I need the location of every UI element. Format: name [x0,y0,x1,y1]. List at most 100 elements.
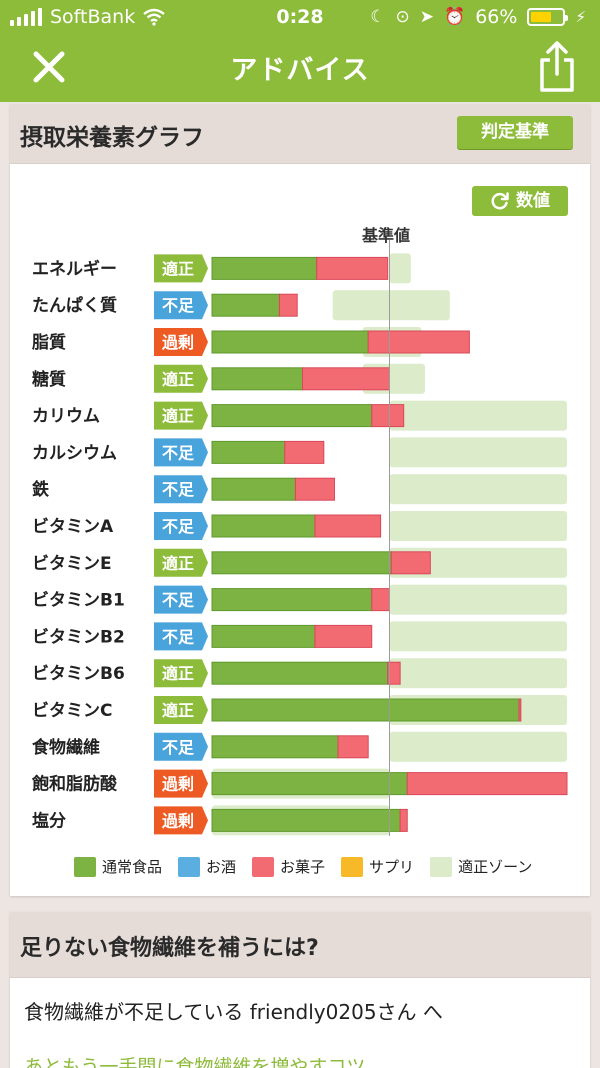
legend-item: 通常食品 [74,856,162,877]
appropriate-zone [389,621,567,652]
appropriate-zone [389,584,567,615]
judgment-label: 過剰 [161,333,194,352]
bar-segment [316,256,389,280]
legend-item: サプリ [341,856,414,877]
rotation-lock-icon: ⊙ [395,7,410,27]
nutrient-label: ビタミンB1 [32,591,125,611]
legend-label: 適正ゾーン [458,858,533,876]
judgment-badge [154,585,208,614]
judgment-badge [154,291,208,320]
bar-segment [211,477,296,501]
nutrient-label: 糖質 [32,369,66,390]
appropriate-zone [389,400,567,431]
numbers-toggle-button[interactable]: 数値 [472,186,568,216]
nutrient-label: ビタミンE [32,554,112,574]
criteria-button[interactable]: 判定基準 [457,116,573,149]
graph-card-header: 摂取栄養素グラフ 判定基準 [10,104,590,164]
judgment-badge [154,512,208,540]
nutrient-label: 鉄 [32,479,49,500]
nutrient-label: ビタミンA [32,517,114,537]
judgment-label: 適正 [162,259,194,278]
nutrient-label: ビタミンC [32,701,112,721]
legend-item: 適正ゾーン [430,856,532,877]
legend-swatch [252,856,275,877]
charging-icon: ⚡ [575,8,586,26]
appropriate-zone [389,253,411,284]
nutrient-graph-card: 摂取栄養素グラフ 判定基準 エネルギー 適正 たんぱく質 不足 脂質 過剰 糖質 適正 カリウム… [10,104,590,896]
legend-item: お菓子 [252,856,325,877]
legend-label: お菓子 [280,858,326,876]
appropriate-zone [389,731,567,762]
judgment-label: 不足 [162,517,195,536]
judgment-label: 過剰 [161,811,194,830]
alarm-icon: ⏰ [444,7,466,27]
bar-segment [211,551,392,575]
judgment-label: 適正 [162,664,194,683]
bar-segment [390,551,431,575]
bar-segment [518,698,522,722]
advice-card-header: 足りない食物繊維を補うには? [10,912,590,978]
appropriate-zone [389,474,567,505]
refresh-icon [491,192,509,210]
reference-value-label: 基準値 [362,226,411,245]
appropriate-zone [389,511,567,541]
legend-item: お酒 [178,856,236,877]
close-icon[interactable] [28,46,70,88]
moon-icon: ☾ [370,7,386,27]
judgment-label: 不足 [162,627,195,646]
legend-label: サプリ [369,858,415,876]
judgment-badge [154,732,208,761]
bar-segment [211,772,408,796]
judgment-label: 不足 [162,591,195,610]
nutrient-label: カルシウム [32,443,117,463]
bar-segment [284,440,325,464]
share-icon[interactable] [536,40,578,94]
judgment-label: 不足 [162,443,195,462]
nutrient-label: 食物繊維 [32,737,100,758]
judgment-label: 過剰 [161,775,194,794]
bar-segment [294,477,335,501]
legend-swatch [341,856,364,877]
judgment-badge [154,438,208,467]
bar-segment [367,330,470,354]
location-icon: ➤ [419,7,435,27]
judgment-badge [154,622,208,651]
advice-link[interactable]: あともう一手間に食物繊維を増やすコツ [24,1056,366,1068]
judgment-label: 適正 [162,370,194,389]
bar-segment [211,808,401,832]
signal-icon [10,8,42,26]
bar-segment [337,735,369,759]
judgment-badge [154,328,208,356]
nutrient-label: カリウム [32,407,100,427]
judgment-label: 不足 [162,480,195,499]
top-bar: SoftBank 0:28 ☾ ⊙ ➤ ⏰ 66% ⚡ アドバイス [0,0,600,102]
judgment-badge [154,254,208,283]
judgment-label: 適正 [162,554,194,573]
bar-segment [278,293,298,317]
judgment-label: 適正 [162,701,194,720]
appropriate-zone [389,437,567,468]
bar-segment [211,514,316,538]
judgment-badge [154,401,208,430]
judgment-label: 不足 [162,296,195,315]
judgment-badge [154,475,208,504]
wifi-icon [143,8,165,26]
nutrient-label: 脂質 [32,332,66,353]
appropriate-zone [389,658,567,689]
graph-card-title: 摂取栄養素グラフ [20,125,204,151]
nutrient-label: たんぱく質 [32,295,117,316]
bar-segment [211,330,369,354]
legend-label: 通常食品 [102,858,163,876]
page-title: アドバイス [230,55,370,86]
legend-swatch [74,856,96,877]
judgment-label: 適正 [162,407,194,426]
status-bar: SoftBank 0:28 ☾ ⊙ ➤ ⏰ 66% ⚡ [0,0,600,34]
bar-segment [371,588,390,612]
battery-icon [527,8,569,26]
bar-segment [314,624,373,648]
bar-segment [387,661,401,685]
carrier-name: SoftBank [50,6,136,28]
numbers-toggle-label: 数値 [516,191,550,211]
bar-segment [211,440,286,464]
